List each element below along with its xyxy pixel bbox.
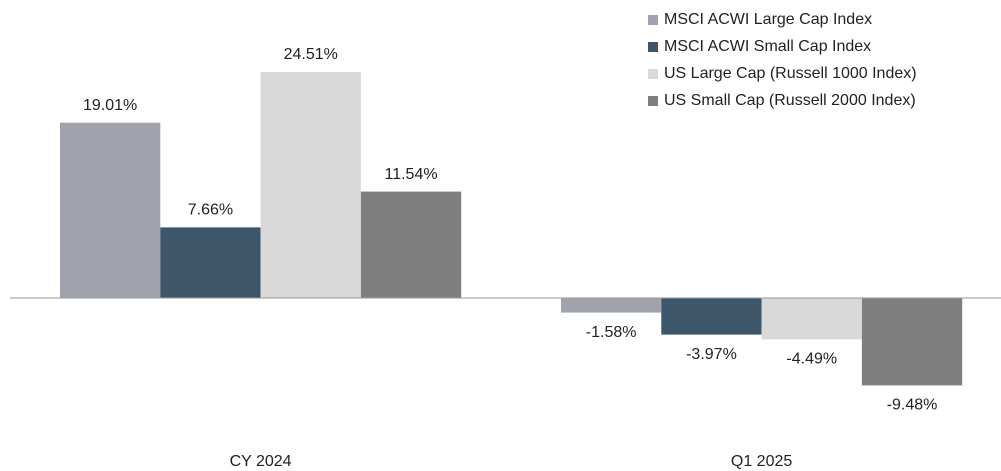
value-label: 7.66% [188,202,233,219]
legend-swatch [648,96,658,106]
legend-label: US Large Cap (Russell 1000 Index) [664,65,917,82]
value-label: -4.49% [786,351,837,368]
bar [861,298,963,386]
legend-label: US Small Cap (Russell 2000 Index) [664,92,916,109]
bar [661,298,762,335]
legend-label: MSCI ACWI Large Cap Index [664,11,872,28]
bar [761,298,862,340]
x-tick-label: Q1 2025 [731,453,792,470]
legend-swatch [648,42,658,52]
value-label: 24.51% [284,46,338,63]
legend-swatch [648,15,658,25]
x-tick-label: CY 2024 [230,453,292,470]
legend-label: MSCI ACWI Small Cap Index [664,38,871,55]
value-label: 11.54% [385,166,438,183]
bar [60,122,161,299]
bar [360,191,462,298]
bar [160,227,261,298]
bar [561,298,662,313]
value-label: -3.97% [686,346,737,363]
value-label: 19.01% [83,97,137,114]
value-label: -1.58% [586,324,637,341]
legend-swatch [648,69,658,79]
value-label: -9.48% [887,397,938,414]
bar [260,72,361,298]
